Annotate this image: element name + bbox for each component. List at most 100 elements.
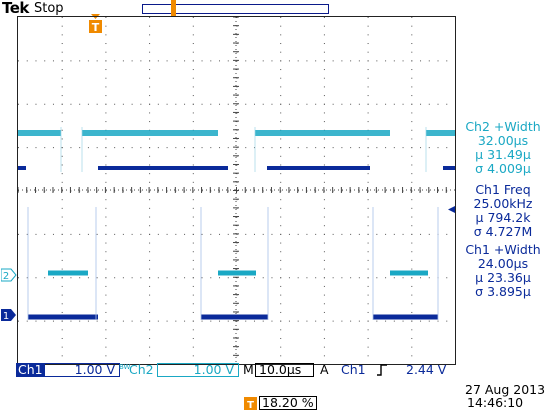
grid-dot [367, 17, 369, 18]
grid-dot [411, 173, 413, 175]
grid-dot [105, 216, 107, 218]
ch1-scale[interactable]: 1.00 V [44, 363, 120, 377]
grid-dot [61, 337, 63, 339]
grid-dot [114, 233, 116, 235]
grid-dot [18, 147, 19, 149]
grid-dot [323, 303, 325, 305]
grid-dot [131, 320, 133, 322]
grid-dot [105, 233, 107, 235]
grid-dot [367, 86, 369, 88]
grid-dot [350, 233, 352, 235]
grid-dot [280, 95, 282, 97]
grid-dot [367, 181, 369, 183]
grid-dot [323, 34, 325, 36]
grid-dot [367, 207, 369, 209]
grid-dot [149, 77, 151, 79]
ch1-label[interactable]: Ch1 [16, 362, 44, 377]
timebase-label: M [243, 362, 254, 377]
grid-dot [192, 138, 194, 140]
grid-dot [149, 216, 151, 218]
grid-dot [149, 138, 151, 140]
grid-dot [306, 147, 308, 149]
grid-dot [52, 103, 54, 105]
grid-dot [140, 103, 142, 105]
trigger-source[interactable]: Ch1 [341, 362, 366, 377]
grid-dot [367, 337, 369, 339]
grid-dot [18, 233, 19, 235]
grid-dot [192, 17, 194, 18]
grid-dot [323, 112, 325, 114]
grid-dot [18, 60, 19, 62]
grid-dot [166, 233, 168, 235]
grid-dot [61, 285, 63, 287]
grid-dot [35, 233, 37, 235]
grid-dot [315, 277, 317, 279]
grid-dot [105, 43, 107, 45]
grid-dot [105, 294, 107, 296]
grid-dot [411, 355, 413, 357]
grid-dot [122, 277, 124, 279]
grid-dot [201, 147, 203, 149]
grid-dot [411, 181, 413, 183]
grid-dot [192, 147, 194, 149]
grid-dot [175, 147, 177, 149]
center-axes [18, 17, 455, 364]
grid-dot [192, 303, 194, 305]
grid-dot [280, 69, 282, 71]
grid-dot [385, 277, 387, 279]
grid-dot [411, 294, 413, 296]
grid-dot [332, 60, 334, 62]
axis-ticks [18, 17, 447, 356]
graticule [18, 17, 448, 357]
grid-dot [166, 277, 168, 279]
grid-dot [192, 25, 194, 27]
grid-dot [253, 147, 255, 149]
grid-dot [96, 277, 98, 279]
grid-dot [297, 103, 299, 105]
grid-dot [105, 303, 107, 305]
grid-dot [149, 207, 151, 209]
grid-dot [192, 277, 194, 279]
grid-dot [18, 103, 19, 105]
grid-dot [70, 103, 72, 105]
grid-dot [149, 25, 151, 27]
grid-dot [367, 303, 369, 305]
edge-persistence-upper [60, 127, 427, 172]
timebase-value[interactable]: 10.0µs [255, 363, 314, 377]
grid-dot [332, 233, 334, 235]
grid-dot [44, 320, 46, 322]
trigger-level[interactable]: 2.44 V [406, 362, 447, 377]
grid-dot [367, 103, 369, 105]
grid-dot [297, 320, 299, 322]
grid-dot [149, 311, 151, 313]
grid-dot [411, 285, 413, 287]
grid-dot [87, 233, 89, 235]
grid-dot [184, 60, 186, 62]
grid-dot [420, 233, 422, 235]
grid-dot [192, 216, 194, 218]
grid-dot [323, 268, 325, 270]
grid-dot [411, 129, 413, 131]
grid-dot [411, 242, 413, 244]
grid-dot [105, 320, 107, 322]
grid-dot [149, 294, 151, 296]
ch2-label[interactable]: Ch2 [129, 362, 154, 377]
grid-dot [428, 320, 430, 322]
grid-dot [350, 277, 352, 279]
grid-dot [411, 320, 413, 322]
grid-dot [411, 207, 413, 209]
grid-dot [323, 147, 325, 149]
edge-persistence-lower [27, 207, 439, 320]
grid-dot [61, 43, 63, 45]
grid-dot [262, 147, 264, 149]
grid-dot [411, 69, 413, 71]
grid-dot [323, 77, 325, 79]
grid-dot [105, 69, 107, 71]
grid-dot [280, 77, 282, 79]
grid-dot [175, 60, 177, 62]
grid-dot [61, 138, 63, 140]
ch2-scale[interactable]: 1.00 V [157, 363, 239, 377]
grid-dot [192, 337, 194, 339]
grid-dot [149, 164, 151, 166]
grid-dot [253, 103, 255, 105]
